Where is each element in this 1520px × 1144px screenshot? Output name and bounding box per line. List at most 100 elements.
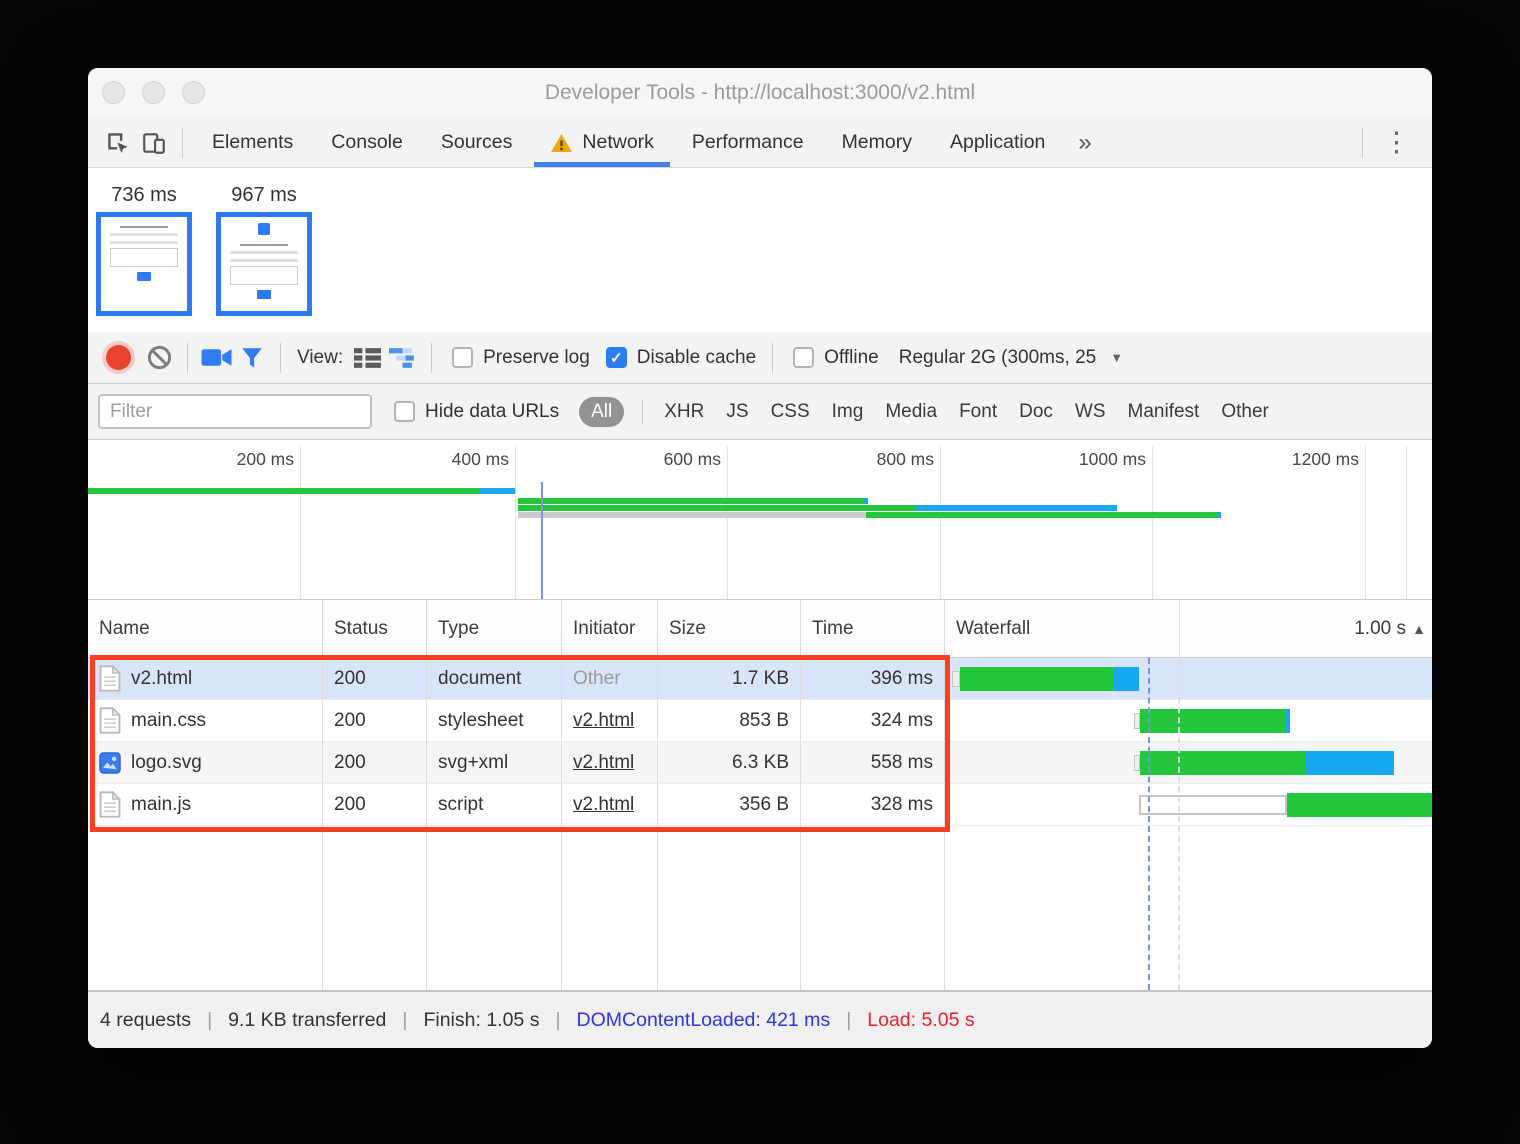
frame-timestamp: 967 ms xyxy=(231,183,297,206)
filter-type-other[interactable]: Other xyxy=(1221,400,1269,422)
filter-funnel-icon[interactable] xyxy=(234,340,270,376)
filter-type-xhr[interactable]: XHR xyxy=(664,400,705,422)
initiator-label: Other xyxy=(573,667,621,689)
initiator-link[interactable]: v2.html xyxy=(573,751,635,773)
cell-size-value: 1.7 KB xyxy=(731,667,789,689)
thumb-sketch xyxy=(119,226,169,228)
zoom-window-button[interactable] xyxy=(182,81,205,104)
initiator-link[interactable]: v2.html xyxy=(573,793,635,815)
cell-name: main.js xyxy=(88,784,323,825)
overview-pane[interactable]: 200 ms 400 ms 600 ms 800 ms 1000 ms 1200 ms xyxy=(88,440,1432,600)
column-header-size[interactable]: Size xyxy=(658,600,801,657)
filter-type-img[interactable]: Img xyxy=(831,400,864,422)
warning-icon xyxy=(550,133,573,153)
devtools-menu-button[interactable]: ⋮ xyxy=(1383,127,1410,157)
table-row-main.css[interactable]: main.css 200 stylesheet v2.html 853 B 324 ms xyxy=(88,700,1432,742)
cell-waterfall xyxy=(945,742,1432,783)
file-name: logo.svg xyxy=(131,751,202,773)
tab-label: Performance xyxy=(691,131,804,153)
filter-type-css[interactable]: CSS xyxy=(770,400,810,422)
table-row-logo.svg[interactable]: logo.svg 200 svg+xml v2.html 6.3 KB 558 ms xyxy=(88,742,1432,784)
cell-status: 200 xyxy=(323,700,427,741)
waterfall-queue-cap xyxy=(952,671,960,687)
separator xyxy=(187,342,188,373)
waterfall-bar-segment xyxy=(1113,667,1139,691)
tab-application[interactable]: Application xyxy=(931,118,1064,167)
close-window-button[interactable] xyxy=(102,81,125,104)
highlight-rectangle xyxy=(90,655,950,832)
clear-button[interactable] xyxy=(141,340,177,376)
filmstrip-frame[interactable]: 736 ms xyxy=(96,178,192,332)
minimize-window-button[interactable] xyxy=(142,81,165,104)
filter-type-js[interactable]: JS xyxy=(726,400,749,422)
column-header-initiator[interactable]: Initiator xyxy=(562,600,658,657)
tab-memory[interactable]: Memory xyxy=(823,118,931,167)
throttling-dropdown[interactable]: Regular 2G (300ms, 25 ▼ xyxy=(899,347,1123,369)
column-header-waterfall[interactable]: Waterfall 1.00 s ▲ xyxy=(945,600,1432,657)
overview-tick-label: 1000 ms xyxy=(1078,449,1146,469)
waterfall-view-icon[interactable] xyxy=(385,340,421,376)
column-header-status[interactable]: Status xyxy=(323,600,427,657)
tab-label: Network xyxy=(582,131,654,153)
filter-input[interactable] xyxy=(98,394,372,429)
document-file-icon xyxy=(99,707,121,734)
tab-performance[interactable]: Performance xyxy=(673,118,823,167)
column-header-time[interactable]: Time xyxy=(801,600,945,657)
separator xyxy=(642,399,644,424)
column-header-label: Size xyxy=(669,617,706,639)
overview-gridline xyxy=(1152,446,1153,599)
cell-status-value: 200 xyxy=(334,793,366,815)
capture-screenshots-icon[interactable] xyxy=(198,340,234,376)
filmstrip-frame[interactable]: 967 ms xyxy=(216,178,312,332)
column-header-name[interactable]: Name xyxy=(88,600,323,657)
tab-sources[interactable]: Sources xyxy=(422,118,532,167)
waterfall-queue-cap xyxy=(1134,713,1140,729)
disable-cache-checkbox[interactable]: ✓ xyxy=(605,347,627,368)
cell-time: 558 ms xyxy=(801,742,945,783)
overview-bar-segment xyxy=(916,505,1117,511)
tab-elements[interactable]: Elements xyxy=(193,118,312,167)
cell-size: 853 B xyxy=(658,700,801,741)
inspect-element-icon[interactable] xyxy=(100,125,136,161)
file-name: main.js xyxy=(131,793,192,815)
filter-type-ws[interactable]: WS xyxy=(1074,400,1106,422)
view-label: View: xyxy=(297,346,344,368)
table-body: v2.html 200 document Other 1.7 KB 396 ms main.… xyxy=(88,655,1432,990)
more-tabs-button[interactable]: » xyxy=(1078,128,1092,156)
overview-bar-segment xyxy=(518,498,864,504)
cell-initiator: Other xyxy=(562,658,658,699)
cell-time-value: 324 ms xyxy=(870,709,933,731)
separator: | xyxy=(207,1008,213,1031)
record-button[interactable] xyxy=(106,345,131,370)
offline-checkbox[interactable] xyxy=(793,347,815,368)
table-row-v2.html[interactable]: v2.html 200 document Other 1.7 KB 396 ms xyxy=(88,658,1432,700)
list-view-icon[interactable] xyxy=(349,340,385,376)
overview-bar-segment xyxy=(480,488,515,494)
initiator-link[interactable]: v2.html xyxy=(573,709,635,731)
cell-name: main.css xyxy=(88,700,323,741)
tab-network[interactable]: Network xyxy=(531,118,673,167)
tab-label: Elements xyxy=(212,131,294,153)
filter-type-doc[interactable]: Doc xyxy=(1019,400,1053,422)
filter-type-all[interactable]: All xyxy=(579,396,625,427)
tab-console[interactable]: Console xyxy=(312,118,422,167)
column-header-type[interactable]: Type xyxy=(427,600,562,657)
window-titlebar[interactable]: Developer Tools - http://localhost:3000/… xyxy=(88,68,1432,118)
column-divider xyxy=(426,826,427,990)
cell-waterfall xyxy=(945,700,1432,741)
preserve-log-checkbox[interactable] xyxy=(452,347,474,368)
file-name: main.css xyxy=(131,709,206,731)
waterfall-bar-segment xyxy=(1287,793,1432,817)
document-file-icon xyxy=(99,791,121,818)
hide-data-urls-checkbox[interactable] xyxy=(394,401,415,422)
overview-gridline xyxy=(1365,446,1366,599)
cell-time: 328 ms xyxy=(801,784,945,825)
filter-type-media[interactable]: Media xyxy=(885,400,938,422)
thumb-sketch xyxy=(229,266,299,285)
waterfall-bar-segment xyxy=(1285,709,1290,733)
filter-type-manifest[interactable]: Manifest xyxy=(1127,400,1200,422)
dom-content-loaded-line xyxy=(541,482,543,599)
filter-type-font[interactable]: Font xyxy=(959,400,998,422)
device-toolbar-icon[interactable] xyxy=(136,125,172,161)
table-row-main.js[interactable]: main.js 200 script v2.html 356 B 328 ms xyxy=(88,784,1432,826)
